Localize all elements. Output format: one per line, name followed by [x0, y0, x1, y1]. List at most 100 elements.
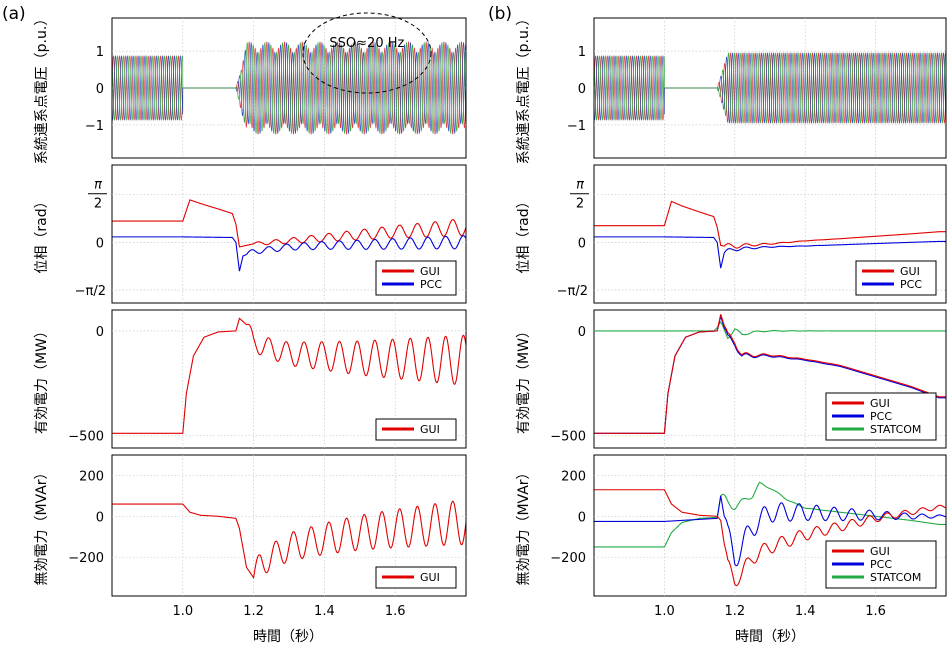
- plot-area: [112, 500, 466, 580]
- x-tick-label: 1.0: [654, 604, 675, 619]
- series-pcc-line: [112, 235, 466, 272]
- series-statcom-line: [594, 481, 946, 548]
- y-tick-label: π: [576, 178, 584, 193]
- legend-entry-gui: GUI: [420, 571, 440, 584]
- x-tick-label: 1.4: [314, 604, 335, 619]
- phase-a-waveform: [594, 52, 946, 124]
- y-tick-label: −500: [550, 429, 586, 444]
- y-tick-label: −200: [550, 551, 586, 566]
- y-tick-label: 0: [96, 510, 104, 525]
- legend-entry-gui: GUI: [420, 423, 440, 436]
- y-tick-label: −500: [68, 429, 104, 444]
- series-pcc-line: [594, 495, 946, 567]
- series-gui-line: [594, 200, 946, 249]
- legend-entry-statcom: STATCOM: [870, 571, 921, 584]
- plot-area: [112, 199, 466, 272]
- x-tick-label: 1.6: [385, 604, 406, 619]
- plot-area: [594, 481, 946, 587]
- y-tick-label: 2: [576, 197, 584, 212]
- phase-c-waveform: [594, 52, 946, 124]
- legend-box: [375, 418, 457, 441]
- series-gui-line: [112, 199, 466, 248]
- y-tick-label: 0: [578, 510, 586, 525]
- phase-b-waveform: [112, 42, 466, 134]
- chart-b-voltage: 1 0 −1 系統連系点電圧（p.u.）: [516, 12, 947, 165]
- charts-layer: 1 0 −1 系統連系点電圧（p.u.） SSO≈20 Hz π 2 0 −π/2 位相（rad）…: [34, 12, 947, 619]
- y-axis-label: 有効電力（MW）: [516, 324, 532, 434]
- y-tick-label: −1: [85, 119, 104, 134]
- y-tick-label: −π/2: [75, 284, 106, 299]
- y-tick-label: 1: [96, 45, 104, 60]
- y-axis-label: 系統連系点電圧（p.u.）: [516, 12, 532, 165]
- y-tick-label: 0: [96, 82, 104, 97]
- y-tick-label: 0: [578, 82, 586, 97]
- chart-b-reactive: 200 0 −200 無効電力（MVAr） 1.0 1.2 1.4 1.6 GUIPCCSTAT…: [516, 454, 947, 619]
- y-tick-label: 200: [79, 469, 104, 484]
- y-axis-label: 位相（rad）: [516, 194, 532, 273]
- legend-box: [855, 260, 937, 296]
- plot-area: [594, 200, 946, 269]
- legend-entry-pcc: PCC: [420, 278, 442, 291]
- y-tick-label: 0: [96, 325, 104, 340]
- y-tick-label: −1: [567, 119, 586, 134]
- plot-area: [112, 317, 466, 434]
- chart-a-voltage: 1 0 −1 系統連系点電圧（p.u.） SSO≈20 Hz: [34, 12, 467, 164]
- y-tick-label: 0: [578, 236, 586, 251]
- phase-a-waveform: [112, 41, 466, 135]
- y-tick-label: 0: [578, 325, 586, 340]
- legend-box: [375, 566, 457, 589]
- y-tick-label: 2: [94, 197, 102, 212]
- legend-entry-pcc: PCC: [900, 278, 922, 291]
- plot-area: [112, 41, 466, 135]
- y-axis-label: 有効電力（MW）: [34, 324, 50, 434]
- plot-area: [594, 314, 946, 434]
- legend-entry-pcc: PCC: [870, 558, 892, 571]
- panel-label-a: (a): [2, 4, 26, 24]
- series-gui-line: [594, 489, 946, 587]
- y-tick-label: 1: [578, 45, 586, 60]
- series-gui-line: [594, 314, 946, 434]
- phase-c-waveform: [112, 42, 466, 134]
- sso-ellipse: [302, 12, 432, 94]
- legend-box: [375, 260, 457, 296]
- phase-b-waveform: [594, 52, 946, 124]
- legend-entry-gui: GUI: [870, 545, 890, 558]
- y-tick-label: 200: [561, 469, 586, 484]
- series-gui-line: [112, 500, 466, 580]
- y-tick-label: π: [94, 178, 102, 193]
- y-tick-label: −200: [68, 551, 104, 566]
- x-tick-label: 1.4: [795, 604, 816, 619]
- series-pcc-line: [594, 236, 946, 269]
- x-axis-label-b: 時間（秒）: [735, 629, 805, 645]
- chart-a-reactive: 200 0 −200 無効電力（MVAr） 1.0 1.2 1.4 1.6 GUI: [34, 454, 467, 619]
- x-axis-label-a: 時間（秒）: [253, 629, 323, 645]
- x-tick-label: 1.2: [724, 604, 745, 619]
- x-tick-label: 1.6: [865, 604, 886, 619]
- chart-a-active: 0 −500 有効電力（MW） GUI: [34, 309, 467, 449]
- x-tick-label: 1.0: [172, 604, 193, 619]
- x-tick-label: 1.2: [243, 604, 264, 619]
- legend-entry-gui: GUI: [420, 265, 440, 278]
- y-tick-label: 0: [96, 236, 104, 251]
- series-statcom-line: [594, 321, 946, 340]
- legend-entry-gui: GUI: [870, 397, 890, 410]
- legend: GUI: [375, 418, 457, 441]
- plot-area: [594, 52, 946, 124]
- y-tick-label: −π/2: [557, 284, 588, 299]
- y-axis-label: 位相（rad）: [34, 194, 50, 273]
- y-axis-label: 無効電力（MVAr）: [34, 465, 50, 585]
- legend-entry-gui: GUI: [900, 265, 920, 278]
- legend-entry-statcom: STATCOM: [870, 423, 921, 436]
- legend: GUI: [375, 566, 457, 589]
- legend-entry-pcc: PCC: [870, 410, 892, 423]
- sso-annotation: SSO≈20 Hz: [329, 36, 404, 51]
- y-axis-label: 無効電力（MVAr）: [516, 465, 532, 585]
